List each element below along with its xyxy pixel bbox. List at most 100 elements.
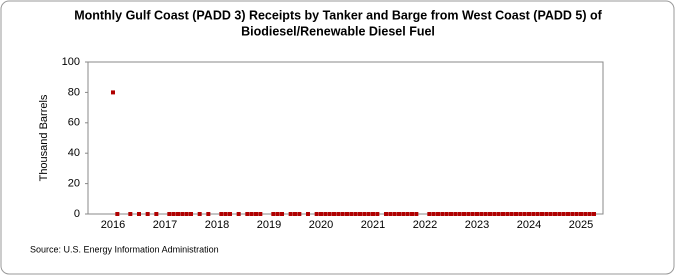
y-axis-label: Thousand Barrels xyxy=(38,94,50,181)
marker xyxy=(492,212,497,216)
marker xyxy=(111,90,115,95)
marker xyxy=(462,212,466,216)
marker xyxy=(397,212,401,216)
marker xyxy=(228,212,232,216)
marker xyxy=(592,212,596,216)
x-tick-label: 2016 xyxy=(101,219,125,231)
marker xyxy=(336,212,341,216)
marker xyxy=(189,212,193,216)
marker xyxy=(505,212,510,216)
marker xyxy=(579,212,583,216)
x-tick-label: 2021 xyxy=(361,219,385,231)
marker xyxy=(583,212,588,216)
marker xyxy=(544,212,549,216)
marker xyxy=(479,212,484,216)
chart-title: Monthly Gulf Coast (PADD 3) Receipts by … xyxy=(74,8,602,22)
marker xyxy=(245,212,250,216)
marker xyxy=(440,212,445,216)
marker xyxy=(436,212,440,216)
marker xyxy=(570,212,575,216)
marker xyxy=(206,212,211,216)
marker xyxy=(167,212,172,216)
marker xyxy=(275,212,280,216)
marker xyxy=(414,212,419,216)
y-tick-label: 80 xyxy=(68,86,80,98)
marker xyxy=(306,212,310,216)
y-tick-label: 0 xyxy=(74,208,80,220)
marker xyxy=(444,212,449,216)
marker xyxy=(345,212,349,216)
marker xyxy=(362,212,367,216)
marker xyxy=(223,212,228,216)
marker xyxy=(431,212,436,216)
y-tick-label: 60 xyxy=(68,117,80,129)
marker xyxy=(518,212,523,216)
marker xyxy=(561,212,566,216)
marker xyxy=(171,212,176,216)
marker xyxy=(475,212,479,216)
marker xyxy=(401,212,406,216)
marker xyxy=(180,212,185,216)
marker xyxy=(531,212,536,216)
x-tick-label: 2022 xyxy=(413,219,437,231)
source: Source: U.S. Energy Information Administ… xyxy=(30,244,219,254)
marker xyxy=(509,212,514,216)
x-tick-label: 2018 xyxy=(205,219,229,231)
x-tick-label: 2025 xyxy=(569,219,593,231)
marker xyxy=(249,212,254,216)
marker xyxy=(496,212,501,216)
x-tick-label: 2024 xyxy=(517,219,541,231)
x-tick-label: 2020 xyxy=(309,219,333,231)
x-tick-label: 2017 xyxy=(153,219,177,231)
marker xyxy=(548,212,553,216)
marker xyxy=(449,212,453,216)
marker xyxy=(340,212,345,216)
marker xyxy=(184,212,189,216)
marker xyxy=(288,212,293,216)
marker xyxy=(488,212,492,216)
marker xyxy=(154,212,159,216)
marker xyxy=(254,212,258,216)
y-tick-label: 40 xyxy=(68,147,80,159)
marker xyxy=(258,212,263,216)
marker xyxy=(527,212,531,216)
marker xyxy=(457,212,462,216)
marker xyxy=(405,212,410,216)
marker xyxy=(566,212,570,216)
marker xyxy=(115,212,120,216)
marker xyxy=(297,212,302,216)
marker xyxy=(145,212,150,216)
marker xyxy=(353,212,358,216)
marker xyxy=(574,212,579,216)
marker xyxy=(470,212,475,216)
marker xyxy=(427,212,432,216)
x-tick-label: 2019 xyxy=(257,219,281,231)
marker xyxy=(535,212,540,216)
marker xyxy=(137,212,141,216)
marker xyxy=(540,212,544,216)
marker xyxy=(236,212,241,216)
marker xyxy=(358,212,362,216)
marker xyxy=(293,212,297,216)
marker xyxy=(349,212,354,216)
marker xyxy=(128,212,133,216)
marker xyxy=(384,212,388,216)
x-tick-label: 2023 xyxy=(465,219,489,231)
marker xyxy=(553,212,557,216)
chart-title: Biodiesel/Renewable Diesel Fuel xyxy=(241,24,435,38)
marker xyxy=(388,212,393,216)
marker xyxy=(219,212,224,216)
marker xyxy=(375,212,380,216)
marker xyxy=(371,212,375,216)
marker xyxy=(327,212,332,216)
marker xyxy=(332,212,336,216)
marker xyxy=(323,212,328,216)
marker xyxy=(271,212,276,216)
marker xyxy=(392,212,397,216)
marker xyxy=(197,212,202,216)
marker xyxy=(501,212,505,216)
y-tick-label: 20 xyxy=(68,178,80,190)
marker xyxy=(319,212,323,216)
marker xyxy=(587,212,592,216)
